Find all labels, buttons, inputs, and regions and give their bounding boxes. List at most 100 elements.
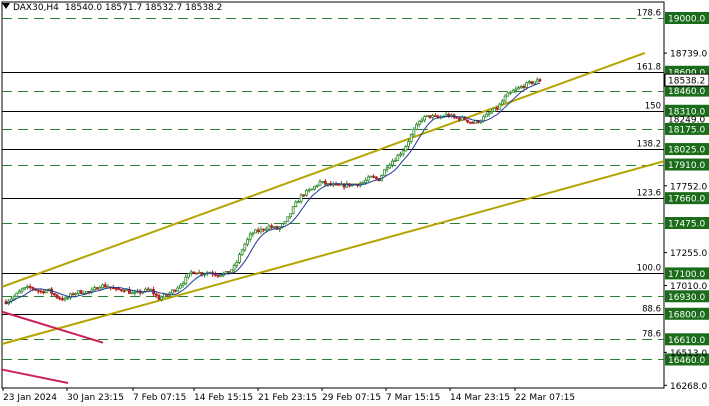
candle-body[interactable] bbox=[270, 225, 274, 228]
candle-body[interactable] bbox=[133, 291, 137, 294]
candle-body[interactable] bbox=[495, 107, 499, 110]
candle-body[interactable] bbox=[372, 175, 376, 178]
candle-body[interactable] bbox=[248, 233, 252, 240]
candle-body[interactable] bbox=[114, 287, 118, 290]
candle-body[interactable] bbox=[522, 85, 526, 88]
candle-body[interactable] bbox=[216, 274, 220, 277]
candle-body[interactable] bbox=[533, 81, 537, 85]
candle-body[interactable] bbox=[404, 145, 408, 152]
candle-body[interactable] bbox=[323, 180, 327, 185]
candle-body[interactable] bbox=[275, 226, 279, 230]
candle-body[interactable] bbox=[501, 100, 504, 105]
candle-body[interactable] bbox=[232, 265, 236, 271]
candle-body[interactable] bbox=[326, 183, 330, 185]
candle-body[interactable] bbox=[369, 175, 373, 178]
candle-body[interactable] bbox=[227, 271, 231, 273]
candle-body[interactable] bbox=[117, 288, 121, 290]
candle-body[interactable] bbox=[455, 116, 459, 119]
candle-body[interactable] bbox=[230, 269, 233, 273]
candle-body[interactable] bbox=[259, 228, 263, 233]
candle-body[interactable] bbox=[146, 288, 150, 291]
candle-body[interactable] bbox=[149, 289, 153, 291]
candle-body[interactable] bbox=[396, 154, 400, 161]
candle-body[interactable] bbox=[382, 169, 386, 176]
candle-body[interactable] bbox=[280, 223, 284, 228]
candle-body[interactable] bbox=[519, 85, 523, 89]
candle-body[interactable] bbox=[60, 298, 64, 301]
candle-body[interactable] bbox=[189, 271, 193, 275]
candle-body[interactable] bbox=[44, 290, 48, 294]
candle-body[interactable] bbox=[342, 183, 346, 188]
candle-body[interactable] bbox=[26, 286, 29, 288]
candle-body[interactable] bbox=[240, 249, 244, 255]
candle-body[interactable] bbox=[364, 179, 367, 184]
candle-body[interactable] bbox=[374, 176, 378, 179]
candle-body[interactable] bbox=[213, 273, 217, 276]
candle-body[interactable] bbox=[391, 160, 394, 166]
candle-body[interactable] bbox=[460, 116, 464, 121]
candle-body[interactable] bbox=[517, 87, 520, 90]
candle-body[interactable] bbox=[407, 141, 410, 147]
candle-body[interactable] bbox=[302, 194, 306, 197]
candle-body[interactable] bbox=[428, 115, 432, 118]
candle-body[interactable] bbox=[530, 81, 534, 85]
candle-body[interactable] bbox=[256, 229, 260, 233]
candle-body[interactable] bbox=[420, 119, 424, 122]
pink-trend-line[interactable] bbox=[1, 368, 69, 384]
candle-body[interactable] bbox=[538, 79, 542, 82]
candle-body[interactable] bbox=[238, 254, 241, 263]
candle-body[interactable] bbox=[509, 91, 512, 94]
candle-body[interactable] bbox=[12, 295, 16, 300]
candle-body[interactable] bbox=[95, 287, 99, 290]
candle-body[interactable] bbox=[291, 206, 295, 215]
candle-body[interactable] bbox=[170, 289, 174, 294]
candle-body[interactable] bbox=[28, 286, 32, 288]
candle-body[interactable] bbox=[361, 182, 365, 185]
pink-trend-line[interactable] bbox=[1, 310, 104, 344]
candle-body[interactable] bbox=[337, 183, 341, 186]
candle-body[interactable] bbox=[313, 185, 316, 190]
candle-body[interactable] bbox=[251, 232, 255, 235]
candle-body[interactable] bbox=[69, 293, 72, 299]
candle-body[interactable] bbox=[409, 134, 413, 142]
candle-body[interactable] bbox=[490, 111, 494, 114]
candle-body[interactable] bbox=[254, 229, 257, 234]
candle-body[interactable] bbox=[272, 226, 276, 229]
candle-body[interactable] bbox=[305, 190, 308, 196]
candle-body[interactable] bbox=[264, 228, 268, 231]
candle-body[interactable] bbox=[181, 282, 185, 286]
candle-body[interactable] bbox=[15, 292, 19, 297]
candle-body[interactable] bbox=[262, 228, 266, 231]
candle-body[interactable] bbox=[471, 122, 475, 124]
candle-body[interactable] bbox=[315, 184, 319, 187]
candle-body[interactable] bbox=[286, 216, 290, 222]
candle-body[interactable] bbox=[179, 284, 182, 289]
channel-upper-line[interactable] bbox=[1, 52, 646, 288]
candle-body[interactable] bbox=[154, 293, 158, 296]
candle-body[interactable] bbox=[119, 289, 123, 291]
candle-body[interactable] bbox=[417, 120, 421, 125]
candle-body[interactable] bbox=[514, 88, 518, 92]
candle-body[interactable] bbox=[267, 225, 271, 230]
candle-body[interactable] bbox=[122, 290, 126, 292]
candle-body[interactable] bbox=[294, 201, 298, 208]
candle-body[interactable] bbox=[52, 293, 56, 296]
candle-body[interactable] bbox=[511, 90, 515, 93]
candle-body[interactable] bbox=[195, 272, 198, 275]
candle-body[interactable] bbox=[71, 293, 75, 296]
candle-body[interactable] bbox=[39, 290, 43, 293]
candle-body[interactable] bbox=[23, 286, 27, 290]
candle-body[interactable] bbox=[388, 164, 392, 169]
candle-body[interactable] bbox=[162, 293, 166, 298]
candle-body[interactable] bbox=[415, 124, 418, 130]
candle-body[interactable] bbox=[187, 273, 190, 278]
candle-body[interactable] bbox=[393, 160, 397, 162]
candle-body[interactable] bbox=[18, 290, 21, 294]
candle-body[interactable] bbox=[31, 287, 35, 290]
candle-body[interactable] bbox=[58, 297, 62, 300]
candle-body[interactable] bbox=[130, 292, 134, 295]
candle-body[interactable] bbox=[98, 287, 102, 290]
candle-body[interactable] bbox=[66, 297, 70, 300]
candle-body[interactable] bbox=[219, 275, 223, 278]
